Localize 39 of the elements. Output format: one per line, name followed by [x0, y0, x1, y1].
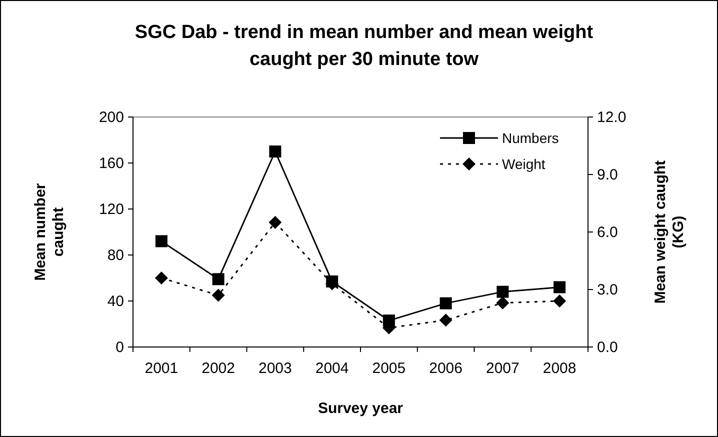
x-axis-title: Survey year: [318, 400, 404, 417]
y2-tick-label: 12.0: [597, 109, 626, 126]
y2-tick-label: 6.0: [597, 224, 618, 241]
x-tick-label: 2004: [315, 360, 349, 377]
y2-tick-label: 9.0: [597, 166, 618, 184]
x-tick-label: 2005: [372, 360, 406, 377]
legend-label: Numbers: [502, 130, 559, 146]
point: [326, 275, 338, 288]
x-tick-label: 2008: [542, 360, 576, 377]
y-axis-title: Mean number caught: [32, 183, 67, 281]
point: [212, 288, 225, 302]
legend-label: Weight: [502, 156, 546, 172]
point: [212, 273, 224, 286]
x-tick-label: 2003: [258, 360, 292, 377]
x-tick-label: 2006: [429, 360, 462, 377]
point: [496, 296, 510, 310]
point: [268, 216, 282, 229]
y-tick-label: 0: [116, 339, 124, 356]
y2-axis-title: Mean weight caught (KG): [652, 160, 687, 304]
x-tick-label: 2002: [202, 360, 235, 377]
point: [155, 235, 168, 248]
point: [269, 146, 282, 158]
x-tick-label: 2001: [144, 360, 178, 377]
y-tick-label: 200: [98, 109, 124, 126]
y-tick-label: 80: [107, 247, 124, 264]
point: [554, 281, 566, 294]
point: [440, 297, 452, 310]
point: [439, 314, 452, 327]
point: [154, 272, 168, 284]
point: [382, 314, 395, 327]
y2-tick-label: 3.0: [597, 282, 618, 298]
x-tick-label: 2007: [486, 360, 520, 377]
y-tick-label: 40: [107, 293, 124, 310]
y-tick-label: 160: [98, 155, 124, 172]
y2-tick-label: 0.0: [597, 339, 618, 356]
y-tick-label: 120: [98, 201, 124, 218]
chart-title: SGC Dab - trend in mean number and mean weight caught per 30 minute tow: [134, 22, 594, 70]
point: [553, 294, 566, 308]
point: [496, 286, 509, 298]
